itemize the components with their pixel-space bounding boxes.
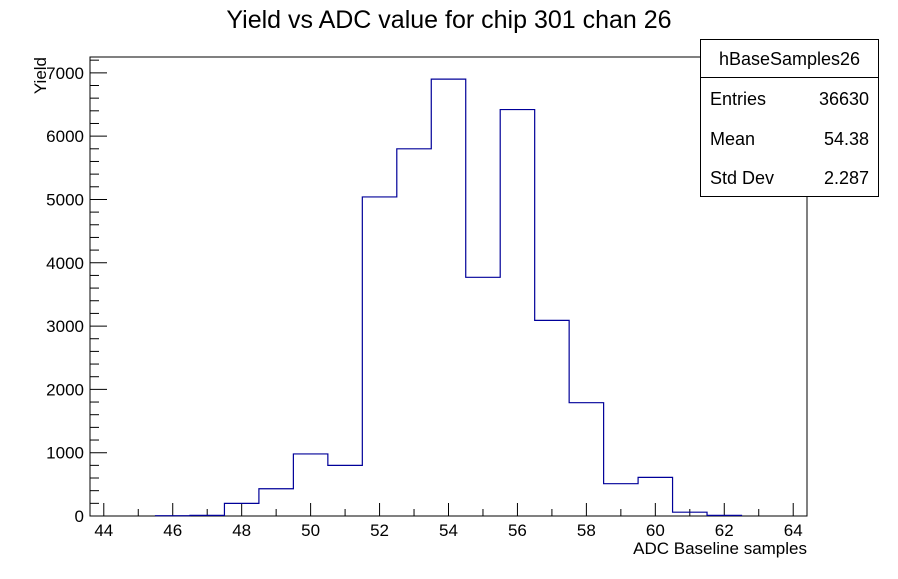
stats-histogram-name: hBaseSamples26 xyxy=(701,40,878,78)
x-tick-label: 60 xyxy=(646,521,665,540)
stats-row-entries: Entries 36630 xyxy=(710,79,869,119)
y-tick-label: 6000 xyxy=(46,127,84,146)
x-tick-label: 52 xyxy=(370,521,389,540)
axis-ticks: 44 46 48 50 52 54 56 58 60 62 64 0 1000 2000 3000 4000 5… xyxy=(46,60,803,540)
x-tick-label: 54 xyxy=(439,521,458,540)
x-tick-label: 50 xyxy=(301,521,320,540)
y-tick-label: 3000 xyxy=(46,317,84,336)
y-tick-label: 1000 xyxy=(46,444,84,463)
stats-value: 36630 xyxy=(819,79,869,119)
histogram-series xyxy=(155,79,741,516)
x-tick-label: 56 xyxy=(508,521,527,540)
x-tick-label: 58 xyxy=(577,521,596,540)
x-axis-label: ADC Baseline samples xyxy=(633,539,807,558)
y-tick-label: 5000 xyxy=(46,190,84,209)
y-tick-label: 0 xyxy=(75,507,84,526)
histogram-bin xyxy=(500,110,534,516)
stats-value: 2.287 xyxy=(824,158,869,198)
histogram-bin xyxy=(362,197,396,516)
histogram-bin xyxy=(535,320,569,516)
stats-label: Entries xyxy=(710,79,766,119)
histogram-bin xyxy=(397,149,431,516)
y-tick-label: 4000 xyxy=(46,254,84,273)
stats-label: Mean xyxy=(710,119,755,159)
histogram-bin xyxy=(569,403,603,516)
histogram-outline xyxy=(155,79,741,516)
stats-label: Std Dev xyxy=(710,158,774,198)
stats-box: hBaseSamples26 Entries 36630 Mean 54.38 … xyxy=(700,39,879,197)
x-tick-label: 44 xyxy=(94,521,113,540)
chart-title: Yield vs ADC value for chip 301 chan 26 xyxy=(226,6,671,34)
histogram-bin xyxy=(431,79,465,516)
y-tick-label: 2000 xyxy=(46,380,84,399)
stats-value: 54.38 xyxy=(824,119,869,159)
x-tick-label: 62 xyxy=(715,521,734,540)
y-tick-label: 7000 xyxy=(46,64,84,83)
histogram-bin xyxy=(466,277,500,516)
x-tick-label: 48 xyxy=(232,521,251,540)
stats-row-mean: Mean 54.38 xyxy=(710,119,869,159)
x-tick-label: 46 xyxy=(163,521,182,540)
histogram-bin xyxy=(328,465,362,516)
x-tick-label: 64 xyxy=(784,521,803,540)
stats-row-std-dev: Std Dev 2.287 xyxy=(710,158,869,198)
